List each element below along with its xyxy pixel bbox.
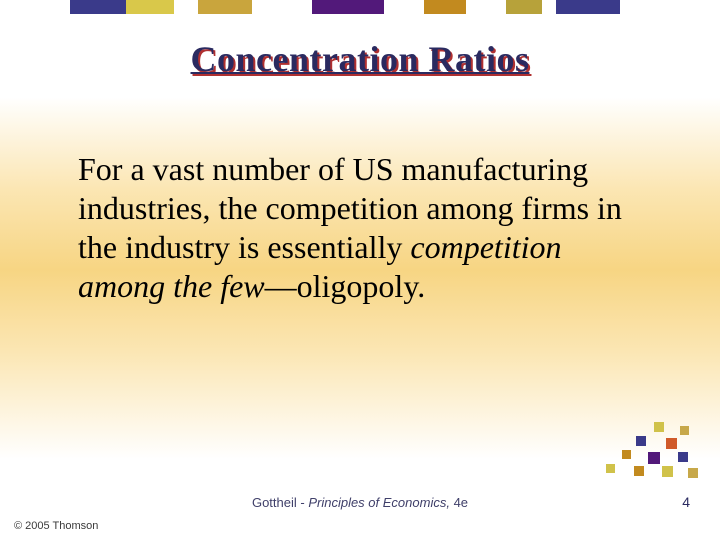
body-text-tail: —oligopoly. [265,268,426,304]
top-stripe [384,0,424,14]
decorative-square [654,422,664,432]
decorative-square [688,468,698,478]
top-stripe [506,0,542,14]
top-stripe [174,0,198,14]
decorative-square [622,450,631,459]
decorative-square [666,438,677,449]
footer-citation: Gottheil - Principles of Economics, 4e [0,495,720,510]
slide-title: Concentration Ratios [0,38,720,80]
decorative-square [662,466,673,477]
decorative-square [606,464,615,473]
copyright-text: © 2005 Thomson [14,520,98,532]
top-stripe [252,0,312,14]
top-stripe [424,0,466,14]
page-number: 4 [682,494,690,510]
decorative-square [680,426,689,435]
decorative-square [648,452,660,464]
footer-author: Gottheil - [252,495,308,510]
top-stripe [620,0,720,14]
top-stripe [198,0,252,14]
top-stripe [556,0,620,14]
footer-book-title: Principles of Economics, [308,495,453,510]
top-stripe [312,0,384,14]
top-stripe [542,0,556,14]
decorative-squares [582,422,702,482]
top-stripe-bar [0,0,720,14]
decorative-square [636,436,646,446]
decorative-square [634,466,644,476]
top-stripe [0,0,70,14]
footer-edition: 4e [454,495,468,510]
top-stripe [70,0,126,14]
top-stripe [126,0,174,14]
top-stripe [466,0,506,14]
slide: Concentration Ratios Concentration Ratio… [0,0,720,540]
body-paragraph: For a vast number of US manufacturing in… [78,150,650,306]
decorative-square [678,452,688,462]
